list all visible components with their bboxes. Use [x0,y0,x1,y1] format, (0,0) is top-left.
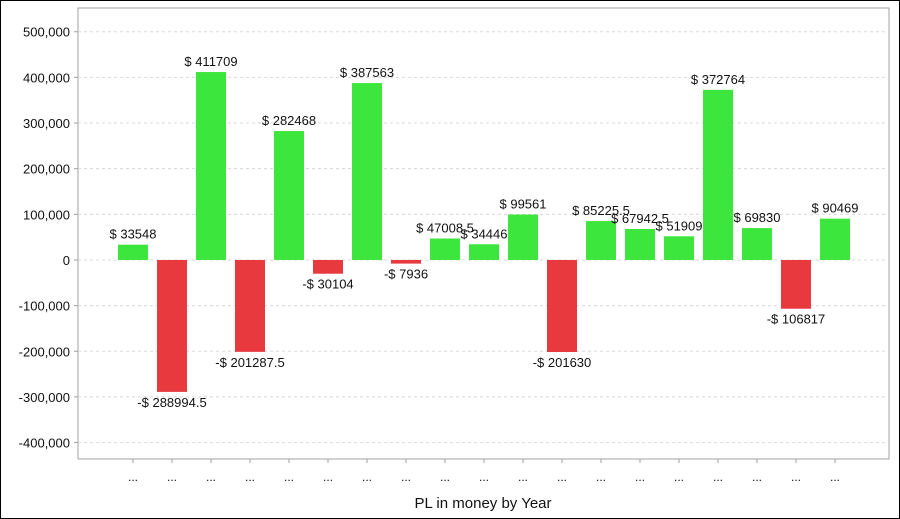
data-label: $ 33548 [110,227,157,242]
x-tick-label: ... [479,470,489,484]
bar[interactable] [781,259,811,309]
data-label: $ 47008.5 [416,221,474,236]
x-tick-label: ... [206,470,216,484]
bar[interactable] [547,259,577,353]
data-label: -$ 201630 [533,355,592,370]
y-tick-label: -400,000 [19,436,70,451]
x-axis-label: PL in money by Year [414,495,551,512]
data-label: $ 387563 [340,65,394,80]
bar[interactable] [430,238,460,260]
data-label: $ 67942.5 [611,211,669,226]
bar[interactable] [196,72,226,260]
y-tick-label: -100,000 [19,299,70,314]
data-label: $ 372764 [691,72,745,87]
data-label: -$ 30104 [302,277,353,292]
x-tick-label: ... [401,470,411,484]
data-label: $ 411709 [184,54,237,69]
x-tick-label: ... [284,470,294,484]
data-label: -$ 7936 [384,267,428,282]
bar[interactable] [664,236,694,260]
bar[interactable] [625,228,655,260]
bar[interactable] [274,131,304,260]
data-label: $ 51909 [656,218,703,233]
bar[interactable] [157,259,187,392]
y-tick-label: 200,000 [23,162,70,177]
x-tick-label: ... [518,470,528,484]
bar[interactable] [742,228,772,260]
data-label: $ 34446 [461,226,508,241]
x-tick-label: ... [557,470,567,484]
y-tick-label: 500,000 [23,25,70,40]
x-tick-label: ... [323,470,333,484]
x-tick-label: ... [752,470,762,484]
data-label: -$ 201287.5 [215,355,284,370]
bar[interactable] [469,244,499,260]
x-tick-label: ... [128,470,138,484]
bar[interactable] [586,221,616,260]
y-tick-label: -200,000 [19,344,70,359]
data-label: $ 282468 [262,113,316,128]
bar[interactable] [508,214,538,260]
bar[interactable] [820,218,850,260]
bar[interactable] [352,83,382,260]
x-tick-label: ... [167,470,177,484]
data-label: $ 85225.5 [572,203,630,218]
data-label: $ 90469 [812,201,859,216]
bar[interactable] [313,259,343,274]
y-tick-label: 0 [63,253,70,268]
data-label: $ 99561 [500,197,547,212]
y-tick-label: 300,000 [23,116,70,131]
bar[interactable] [391,259,421,264]
x-tick-label: ... [635,470,645,484]
bar[interactable] [235,259,265,352]
bar[interactable] [118,244,148,260]
data-label: -$ 288994.5 [137,395,206,410]
x-tick-label: ... [674,470,684,484]
x-tick-label: ... [791,470,801,484]
y-tick-label: -300,000 [19,390,70,405]
x-tick-label: ... [713,470,723,484]
x-tick-label: ... [830,470,840,484]
data-label: -$ 106817 [767,312,826,327]
y-tick-label: 400,000 [23,70,70,85]
data-label: $ 69830 [734,210,781,225]
y-tick-label: 100,000 [23,207,70,222]
x-tick-label: ... [362,470,372,484]
bar[interactable] [703,89,733,260]
x-tick-label: ... [440,470,450,484]
x-tick-label: ... [245,470,255,484]
x-tick-label: ... [596,470,606,484]
